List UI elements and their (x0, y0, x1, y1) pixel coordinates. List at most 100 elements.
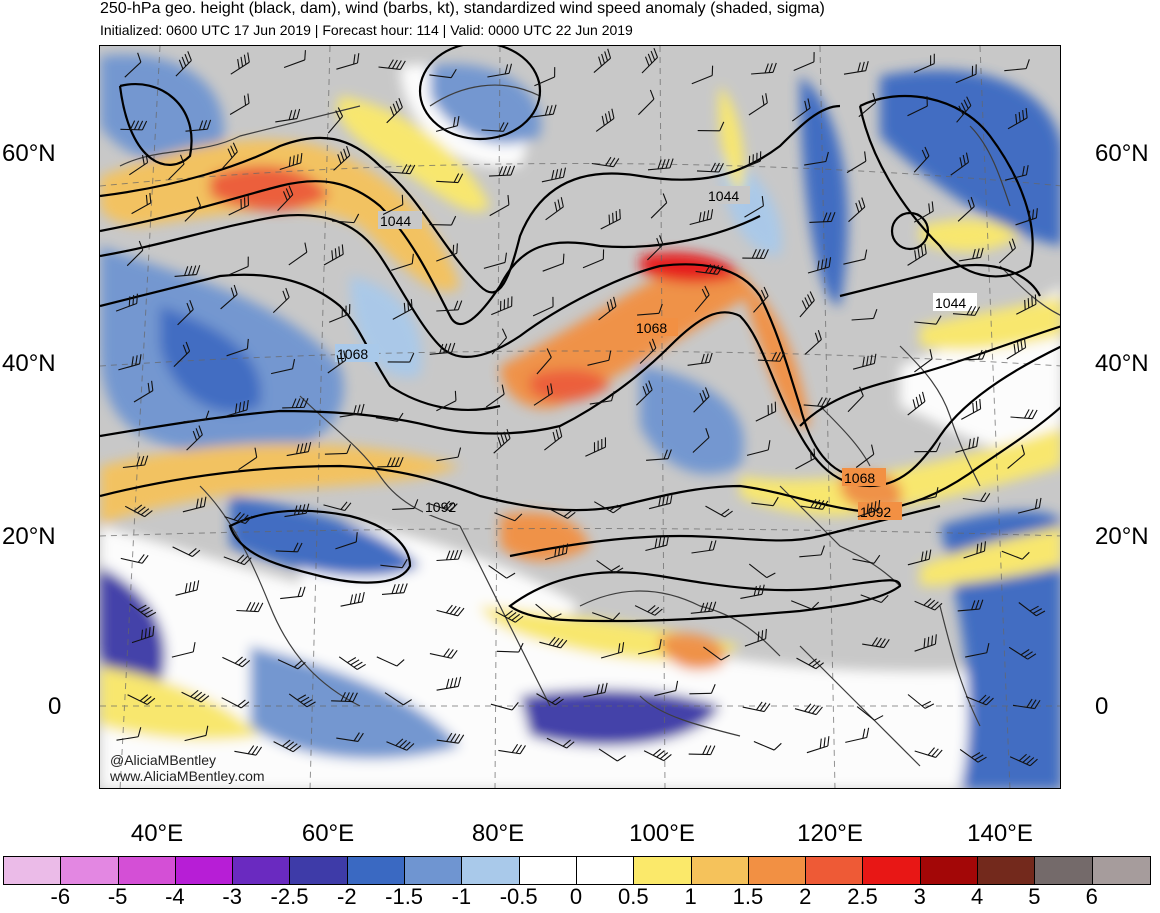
graticule (100, 46, 1060, 788)
wind-barb (592, 612, 621, 621)
wind-barb (1017, 497, 1042, 514)
wind-barb (600, 642, 625, 659)
lon-label-40e: 40°E (130, 820, 184, 847)
wind-barb (324, 444, 352, 455)
contour-label: 1068 (844, 470, 875, 486)
wind-barb (907, 243, 927, 266)
wind-barb (286, 442, 312, 457)
wind-barb (705, 505, 733, 518)
wind-barb (491, 328, 508, 355)
wind-barb (962, 492, 991, 503)
wind-barb (275, 108, 301, 123)
wind-barb (914, 598, 943, 611)
colorbar-segment (691, 857, 749, 884)
wind-barb (184, 196, 201, 222)
wind-barb (436, 173, 464, 184)
wind-barb (960, 349, 987, 361)
colorbar-segment (290, 857, 348, 884)
wind-barb (429, 648, 458, 659)
wind-barb (429, 215, 457, 226)
wind-barb (436, 549, 463, 562)
wind-barb (542, 253, 565, 272)
wind-barb (1015, 208, 1038, 226)
wind-barb (226, 338, 249, 357)
wind-barb (279, 152, 303, 171)
wind-barb (184, 725, 209, 742)
wind-barb (907, 96, 928, 117)
wind-barb (648, 493, 673, 510)
wind-barb (388, 164, 416, 175)
wind-barb (168, 154, 185, 180)
wind-barb (748, 563, 776, 579)
wind-barb (323, 244, 344, 266)
wind-barb (639, 338, 657, 364)
wind-barb (118, 354, 142, 371)
wind-barb (998, 238, 1016, 264)
colorbar-tick-label: 1 (684, 884, 697, 909)
wind-barb (185, 119, 212, 132)
wind-barb (124, 52, 142, 78)
wind-barb (914, 442, 941, 453)
wind-barb (236, 601, 264, 613)
wind-barb (487, 63, 513, 78)
wind-barb (587, 350, 612, 366)
wind-barb (598, 748, 626, 762)
wind-barb (175, 580, 200, 596)
colorbar-tick-label: -5 (107, 884, 128, 909)
colorbar-segment (4, 857, 62, 884)
wind-barb (224, 512, 253, 524)
wind-barb (273, 739, 302, 753)
colorbar (3, 856, 1151, 885)
wind-barb (545, 197, 564, 221)
wind-barb (809, 212, 836, 223)
wind-barb (845, 727, 870, 743)
wind-barb (957, 599, 984, 612)
wind-barb (855, 444, 875, 468)
wind-barb (637, 639, 662, 655)
wind-barb (739, 151, 762, 170)
wind-barb (429, 500, 458, 512)
wind-barb (696, 162, 724, 173)
wind-barb (753, 286, 769, 313)
wind-barb (950, 152, 970, 176)
wind-barb (380, 558, 408, 569)
wind-barb (230, 52, 250, 75)
contour-label: 1068 (636, 320, 667, 336)
wind-barb (689, 684, 716, 695)
wind-barb (331, 692, 358, 703)
wind-barb (803, 397, 831, 408)
wind-barb (382, 194, 404, 215)
wind-barb (124, 504, 153, 518)
wind-barb (1007, 108, 1028, 130)
wind-barb (1012, 698, 1041, 710)
wind-barb (489, 194, 510, 217)
wind-barb (692, 428, 710, 453)
colorbar-segment (1035, 857, 1093, 884)
wind-barb (589, 391, 615, 405)
wind-barb (485, 384, 505, 408)
wind-barb (1006, 337, 1027, 360)
wind-barb (744, 196, 764, 218)
wind-barb (386, 97, 403, 124)
lat-label-left-40n: 40°N (2, 350, 56, 377)
colorbar-segment (748, 857, 807, 884)
wind-barb (490, 702, 519, 711)
wind-barb (790, 600, 820, 610)
wind-barb (852, 353, 877, 370)
wind-barb (755, 401, 777, 422)
wind-barb (229, 93, 250, 115)
colorbar-tick-label: -2 (337, 884, 357, 909)
wind-barb (852, 554, 881, 564)
wind-barb (282, 398, 309, 409)
wind-barb (1010, 409, 1038, 420)
wind-barb (133, 380, 154, 403)
chart-title: 250-hPa geo. height (black, dam), wind (… (100, 0, 825, 17)
colorbar-tick-label: 0.5 (618, 884, 649, 909)
wind-barb (907, 391, 926, 416)
wind-barb (228, 195, 250, 216)
colorbar-segment (347, 857, 406, 884)
wind-barb (381, 583, 408, 595)
wind-barb (175, 51, 192, 77)
wind-barb (740, 584, 765, 599)
lon-label-100e: 100°E (629, 820, 695, 847)
